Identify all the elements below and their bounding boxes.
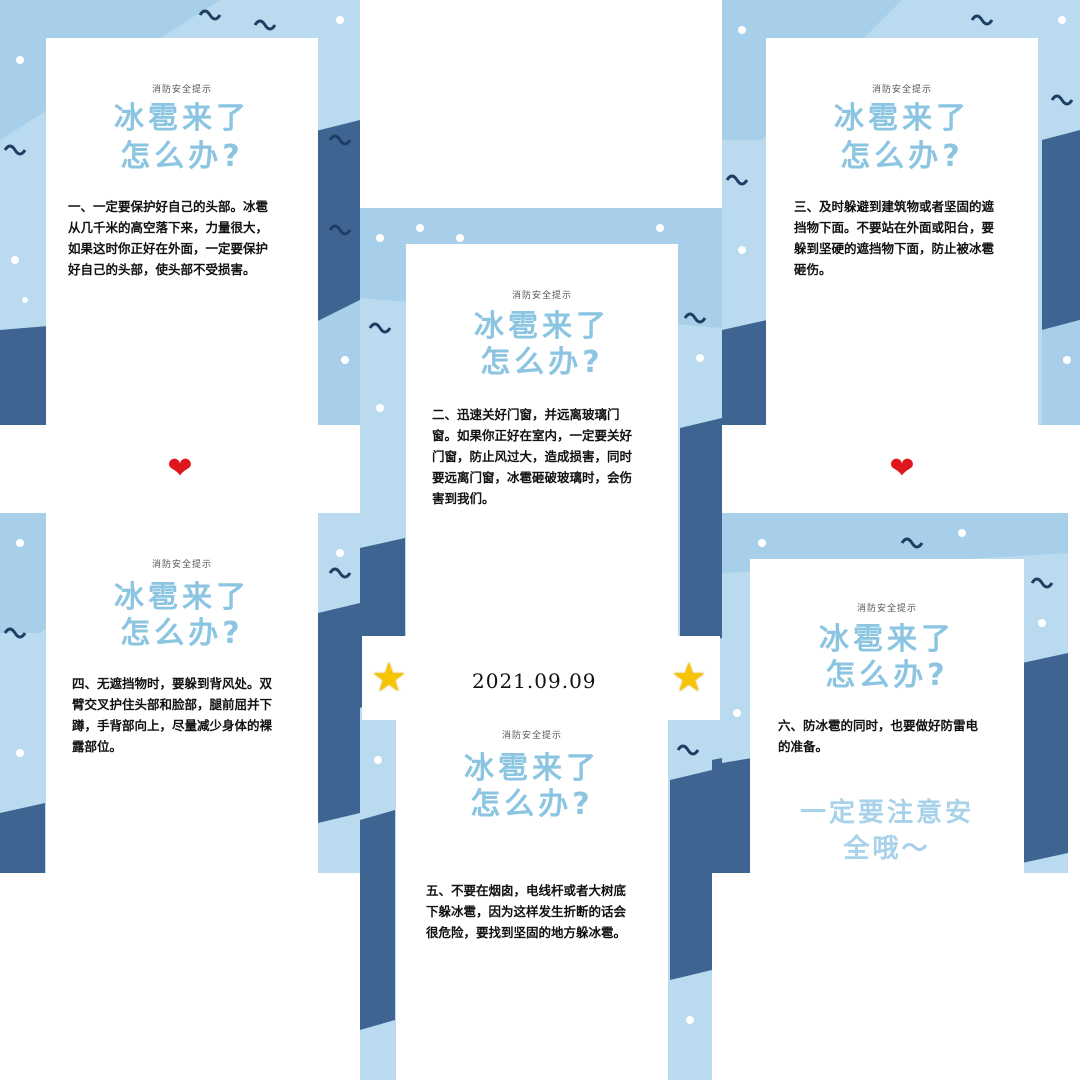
poster-tile-5: 消防安全提示 冰雹来了 怎么办? 五、不要在烟囱，电线杆或者大树底下躲冰雹，因为…	[360, 720, 712, 1080]
poster-tag: 消防安全提示	[501, 731, 562, 741]
poster-title-line2: 怎么办?	[120, 616, 244, 651]
poster-tag: 消防安全提示	[511, 291, 572, 301]
poster-card: 消防安全提示 冰雹来了 怎么办? 三、及时躲避到建筑物或者坚固的遮挡物下面。不要…	[766, 38, 1038, 425]
poster-title-line1: 冰雹来了	[464, 751, 600, 786]
poster-body: 三、及时躲避到建筑物或者坚固的遮挡物下面。不要站在外面或阳台，要躲到坚硬的遮挡物…	[794, 199, 995, 277]
poster-title-line1: 冰雹来了	[114, 101, 250, 136]
poster-tile-6: 消防安全提示 冰雹来了 怎么办? 六、防冰雹的同时，也要做好防雷电的准备。 一定…	[722, 513, 1068, 873]
poster-title-line1: 冰雹来了	[114, 580, 250, 615]
poster-title-line1: 冰雹来了	[819, 622, 955, 657]
blank-bottom-right	[712, 873, 1080, 1080]
blank-strip-right	[722, 425, 1080, 513]
poster-tag: 消防安全提示	[871, 85, 932, 95]
poster-card: 消防安全提示 冰雹来了 怎么办? 六、防冰雹的同时，也要做好防雷电的准备。 一定…	[750, 559, 1024, 873]
poster-title-line1: 冰雹来了	[474, 309, 610, 344]
date-label: 2021.09.09	[472, 669, 597, 693]
star-icon: ★	[671, 655, 707, 701]
poster-card: 消防安全提示 冰雹来了 怎么办? 五、不要在烟囱，电线杆或者大树底下躲冰雹，因为…	[396, 720, 668, 1080]
poster-title-line2: 怎么办?	[470, 787, 594, 822]
blank-strip-left	[0, 425, 360, 513]
poster-title-line2: 怎么办?	[825, 658, 949, 693]
star-icon: ★	[371, 655, 407, 701]
blank-panel	[362, 0, 720, 208]
poster-title-line1: 冰雹来了	[834, 101, 970, 136]
date-banner	[362, 636, 720, 720]
poster-card: 消防安全提示 冰雹来了 怎么办? 一、一定要保护好自己的头部。冰雹从几千米的高空…	[46, 38, 318, 425]
poster-tile-4: 消防安全提示 冰雹来了 怎么办? 四、无遮挡物时，要躲到背风处。双臂交叉护住头部…	[0, 513, 360, 873]
poster-tag: 消防安全提示	[151, 85, 212, 95]
poster-body: 一、一定要保护好自己的头部。冰雹从几千米的高空落下来，力量很大，如果这时你正好在…	[68, 199, 269, 277]
poster-tag: 消防安全提示	[151, 560, 212, 570]
poster-body: 二、迅速关好门窗，并远离玻璃门窗。如果你正好在室内，一定要关好门窗，防止风过大，…	[432, 407, 633, 506]
poster-slogan-line1: 一定要注意安	[799, 798, 974, 828]
poster-body: 五、不要在烟囱，电线杆或者大树底下躲冰雹，因为这样发生折断的话会很危险，要找到坚…	[426, 883, 627, 940]
poster-body: 六、防冰雹的同时，也要做好防雷电的准备。	[778, 718, 979, 754]
poster-title-line2: 怎么办?	[120, 139, 244, 174]
poster-title-line2: 怎么办?	[480, 345, 604, 380]
poster-body: 四、无遮挡物时，要躲到背风处。双臂交叉护住头部和脸部，腿前屈并下蹲，手背部向上，…	[72, 676, 273, 754]
poster-tile-1: 消防安全提示 冰雹来了 怎么办? 一、一定要保护好自己的头部。冰雹从几千米的高空…	[0, 0, 360, 425]
heart-icon: ❤	[167, 451, 193, 486]
heart-icon: ❤	[889, 451, 915, 486]
poster-slogan-line2: 全哦～	[843, 834, 931, 864]
poster-card: 消防安全提示 冰雹来了 怎么办? 四、无遮挡物时，要躲到背风处。双臂交叉护住头部…	[46, 513, 318, 873]
blank-bottom-left	[0, 873, 360, 1080]
poster-title-line2: 怎么办?	[840, 139, 964, 174]
poster-tag: 消防安全提示	[856, 604, 917, 614]
poster-tile-3: 消防安全提示 冰雹来了 怎么办? 三、及时躲避到建筑物或者坚固的遮挡物下面。不要…	[722, 0, 1080, 425]
